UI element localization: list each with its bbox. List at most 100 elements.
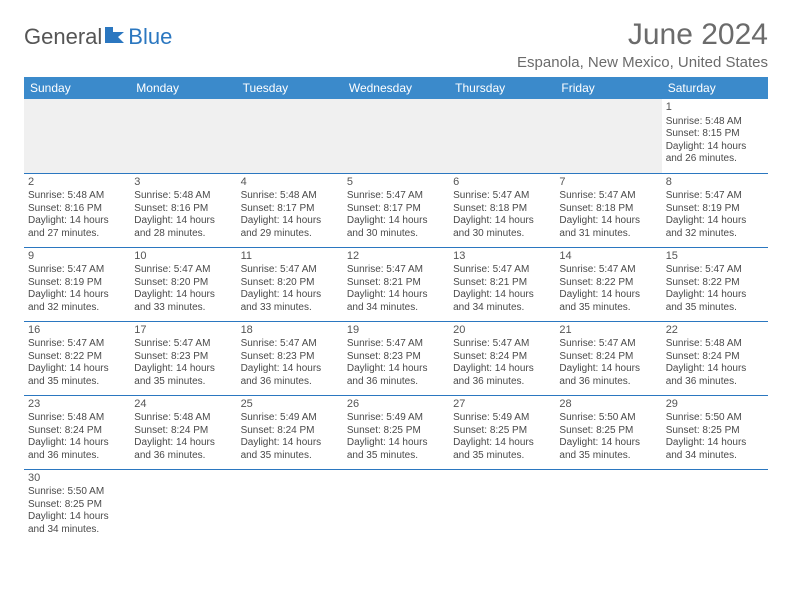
- daylight-text: Daylight: 14 hours and 34 minutes.: [347, 289, 445, 314]
- calendar-day: 10Sunrise: 5:47 AMSunset: 8:20 PMDayligh…: [130, 247, 236, 321]
- sunset-text: Sunset: 8:23 PM: [134, 351, 232, 364]
- day-header: Friday: [555, 77, 661, 99]
- daylight-text: Daylight: 14 hours and 34 minutes.: [453, 289, 551, 314]
- sunset-text: Sunset: 8:25 PM: [28, 499, 126, 512]
- sunrise-text: Sunrise: 5:47 AM: [241, 264, 339, 277]
- calendar-empty: [449, 469, 555, 543]
- day-number: 5: [347, 176, 445, 190]
- sunset-text: Sunset: 8:24 PM: [28, 425, 126, 438]
- sunrise-text: Sunrise: 5:47 AM: [347, 264, 445, 277]
- daylight-text: Daylight: 14 hours and 32 minutes.: [666, 215, 764, 240]
- calendar-day: 25Sunrise: 5:49 AMSunset: 8:24 PMDayligh…: [237, 395, 343, 469]
- sunrise-text: Sunrise: 5:48 AM: [28, 190, 126, 203]
- calendar-day: 19Sunrise: 5:47 AMSunset: 8:23 PMDayligh…: [343, 321, 449, 395]
- day-header: Tuesday: [237, 77, 343, 99]
- daylight-text: Daylight: 14 hours and 36 minutes.: [666, 363, 764, 388]
- day-number: 28: [559, 398, 657, 412]
- calendar-day: 26Sunrise: 5:49 AMSunset: 8:25 PMDayligh…: [343, 395, 449, 469]
- sunrise-text: Sunrise: 5:50 AM: [559, 412, 657, 425]
- daylight-text: Daylight: 14 hours and 34 minutes.: [666, 437, 764, 462]
- calendar-day: 16Sunrise: 5:47 AMSunset: 8:22 PMDayligh…: [24, 321, 130, 395]
- flag-icon: [104, 24, 126, 50]
- sunrise-text: Sunrise: 5:49 AM: [347, 412, 445, 425]
- daylight-text: Daylight: 14 hours and 33 minutes.: [134, 289, 232, 314]
- day-number: 4: [241, 176, 339, 190]
- day-number: 1: [666, 101, 764, 115]
- calendar-day: 18Sunrise: 5:47 AMSunset: 8:23 PMDayligh…: [237, 321, 343, 395]
- day-number: 13: [453, 250, 551, 264]
- calendar-day: 23Sunrise: 5:48 AMSunset: 8:24 PMDayligh…: [24, 395, 130, 469]
- sunrise-text: Sunrise: 5:47 AM: [28, 264, 126, 277]
- daylight-text: Daylight: 14 hours and 30 minutes.: [347, 215, 445, 240]
- calendar-day: 3Sunrise: 5:48 AMSunset: 8:16 PMDaylight…: [130, 173, 236, 247]
- day-header: Monday: [130, 77, 236, 99]
- day-number: 30: [28, 472, 126, 486]
- sunrise-text: Sunrise: 5:47 AM: [453, 264, 551, 277]
- sunset-text: Sunset: 8:20 PM: [241, 277, 339, 290]
- sunset-text: Sunset: 8:20 PM: [134, 277, 232, 290]
- sunrise-text: Sunrise: 5:48 AM: [134, 190, 232, 203]
- calendar-day: 5Sunrise: 5:47 AMSunset: 8:17 PMDaylight…: [343, 173, 449, 247]
- day-number: 16: [28, 324, 126, 338]
- daylight-text: Daylight: 14 hours and 36 minutes.: [241, 363, 339, 388]
- sunrise-text: Sunrise: 5:47 AM: [559, 338, 657, 351]
- logo-text-general: General: [24, 24, 102, 50]
- sunrise-text: Sunrise: 5:47 AM: [28, 338, 126, 351]
- day-number: 25: [241, 398, 339, 412]
- day-number: 21: [559, 324, 657, 338]
- day-number: 20: [453, 324, 551, 338]
- daylight-text: Daylight: 14 hours and 34 minutes.: [28, 511, 126, 536]
- daylight-text: Daylight: 14 hours and 35 minutes.: [666, 289, 764, 314]
- calendar-week: 2Sunrise: 5:48 AMSunset: 8:16 PMDaylight…: [24, 173, 768, 247]
- day-number: 19: [347, 324, 445, 338]
- calendar-empty: [130, 469, 236, 543]
- calendar-header-row: SundayMondayTuesdayWednesdayThursdayFrid…: [24, 77, 768, 99]
- title-block: June 2024 Espanola, New Mexico, United S…: [517, 18, 768, 71]
- calendar-day: 8Sunrise: 5:47 AMSunset: 8:19 PMDaylight…: [662, 173, 768, 247]
- calendar-day: 7Sunrise: 5:47 AMSunset: 8:18 PMDaylight…: [555, 173, 661, 247]
- calendar-empty: [237, 469, 343, 543]
- daylight-text: Daylight: 14 hours and 33 minutes.: [241, 289, 339, 314]
- daylight-text: Daylight: 14 hours and 35 minutes.: [347, 437, 445, 462]
- calendar-empty: [449, 99, 555, 173]
- sunrise-text: Sunrise: 5:48 AM: [241, 190, 339, 203]
- sunset-text: Sunset: 8:23 PM: [241, 351, 339, 364]
- sunrise-text: Sunrise: 5:49 AM: [453, 412, 551, 425]
- sunset-text: Sunset: 8:23 PM: [347, 351, 445, 364]
- sunrise-text: Sunrise: 5:47 AM: [134, 338, 232, 351]
- sunrise-text: Sunrise: 5:47 AM: [134, 264, 232, 277]
- calendar-day: 22Sunrise: 5:48 AMSunset: 8:24 PMDayligh…: [662, 321, 768, 395]
- calendar-day: 20Sunrise: 5:47 AMSunset: 8:24 PMDayligh…: [449, 321, 555, 395]
- sunset-text: Sunset: 8:17 PM: [347, 203, 445, 216]
- sunset-text: Sunset: 8:21 PM: [453, 277, 551, 290]
- daylight-text: Daylight: 14 hours and 35 minutes.: [134, 363, 232, 388]
- calendar-day: 29Sunrise: 5:50 AMSunset: 8:25 PMDayligh…: [662, 395, 768, 469]
- sunset-text: Sunset: 8:22 PM: [28, 351, 126, 364]
- sunset-text: Sunset: 8:24 PM: [559, 351, 657, 364]
- daylight-text: Daylight: 14 hours and 36 minutes.: [28, 437, 126, 462]
- day-header: Wednesday: [343, 77, 449, 99]
- calendar-empty: [555, 99, 661, 173]
- calendar-week: 23Sunrise: 5:48 AMSunset: 8:24 PMDayligh…: [24, 395, 768, 469]
- logo-text-blue: Blue: [128, 24, 172, 50]
- calendar-week: 16Sunrise: 5:47 AMSunset: 8:22 PMDayligh…: [24, 321, 768, 395]
- daylight-text: Daylight: 14 hours and 35 minutes.: [559, 437, 657, 462]
- sunset-text: Sunset: 8:24 PM: [453, 351, 551, 364]
- sunrise-text: Sunrise: 5:48 AM: [666, 338, 764, 351]
- sunset-text: Sunset: 8:22 PM: [666, 277, 764, 290]
- daylight-text: Daylight: 14 hours and 35 minutes.: [453, 437, 551, 462]
- daylight-text: Daylight: 14 hours and 36 minutes.: [134, 437, 232, 462]
- sunset-text: Sunset: 8:24 PM: [666, 351, 764, 364]
- daylight-text: Daylight: 14 hours and 35 minutes.: [559, 289, 657, 314]
- sunset-text: Sunset: 8:25 PM: [559, 425, 657, 438]
- sunrise-text: Sunrise: 5:47 AM: [241, 338, 339, 351]
- calendar-table: SundayMondayTuesdayWednesdayThursdayFrid…: [24, 77, 768, 543]
- header: General Blue June 2024 Espanola, New Mex…: [24, 18, 768, 71]
- calendar-empty: [130, 99, 236, 173]
- sunrise-text: Sunrise: 5:47 AM: [559, 264, 657, 277]
- sunset-text: Sunset: 8:18 PM: [559, 203, 657, 216]
- day-number: 14: [559, 250, 657, 264]
- sunrise-text: Sunrise: 5:47 AM: [559, 190, 657, 203]
- sunset-text: Sunset: 8:16 PM: [134, 203, 232, 216]
- day-number: 24: [134, 398, 232, 412]
